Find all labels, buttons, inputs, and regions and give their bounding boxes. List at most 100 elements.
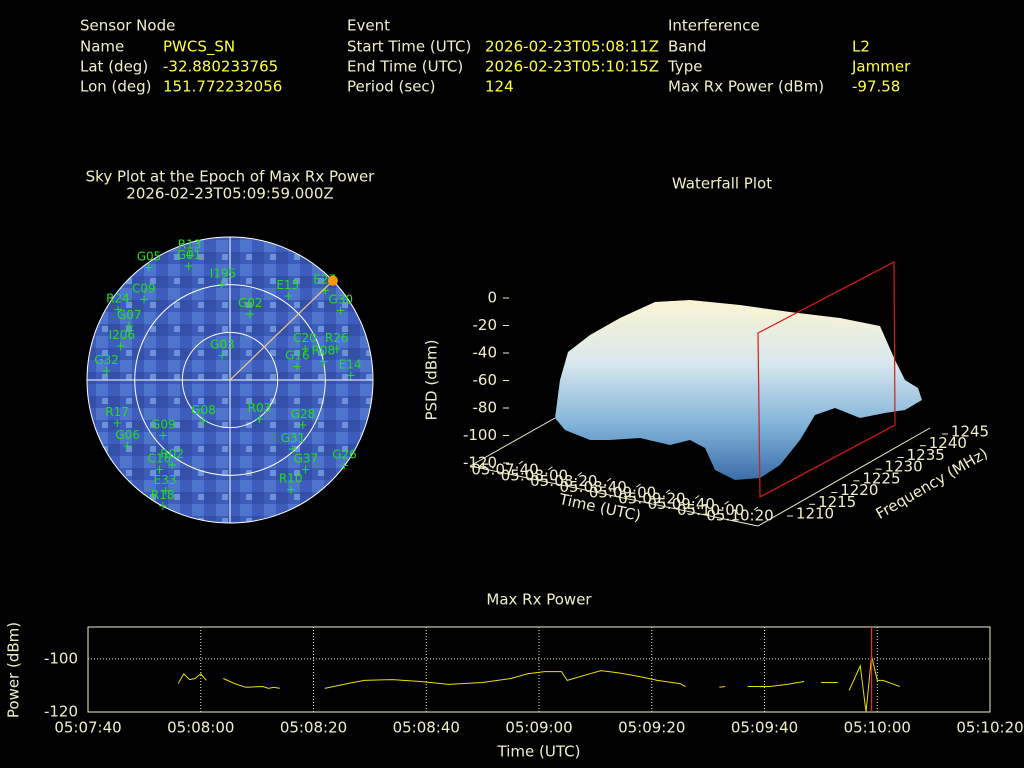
satellite-marker: + (283, 289, 293, 303)
satellite-marker: + (319, 354, 329, 368)
x-tick-label: 05:08:20 (280, 719, 347, 737)
satellite-label: G16 (285, 348, 310, 362)
field-value: L2 (852, 38, 870, 56)
field-value: 151.772232056 (163, 78, 282, 96)
x-tick (606, 477, 612, 482)
x-tick-label: 05:10:00 (844, 719, 911, 737)
field-label: Band (668, 38, 707, 56)
axis-edge (469, 417, 556, 467)
satellite-marker: + (185, 249, 195, 263)
satellite-label: R24 (106, 292, 130, 306)
y-tick-label: 1220 (840, 481, 878, 499)
satellite-marker: + (144, 261, 154, 275)
section-title: Sensor Node (80, 17, 175, 35)
x-tick-label: 05:10:20 (706, 507, 773, 525)
x-tick (518, 460, 524, 465)
x-tick (694, 495, 700, 499)
waterfall-surface (555, 300, 922, 480)
satellite-marker: + (158, 499, 168, 513)
satellite-label: G01 (177, 248, 202, 262)
field-label: Name (80, 38, 124, 56)
field-label: Lat (deg) (80, 58, 148, 76)
field-label: End Time (UTC) (347, 58, 463, 76)
satellite-marker: + (320, 284, 330, 298)
satellite-label: G28 (291, 407, 316, 421)
field-label: Max Rx Power (dBm) (668, 78, 824, 96)
satellite-marker: + (301, 463, 311, 477)
satellite-label: R13 (178, 238, 202, 252)
x-tick-label: 05:09:40 (731, 719, 798, 737)
satellite-label: G08 (191, 403, 216, 417)
satellite-marker: + (346, 368, 356, 382)
satellite-marker: + (139, 292, 149, 306)
surface-ridge (579, 305, 881, 346)
z-tick-label: -120 (463, 454, 497, 472)
satellite-marker: + (335, 303, 345, 317)
x-tick-label: 05:10:00 (677, 501, 744, 519)
satellite-label: G07 (117, 308, 142, 322)
satellite-label: G26 (332, 448, 357, 462)
satellite-label: G05 (137, 250, 162, 264)
satellite-label: G03 (210, 337, 235, 351)
field-value: 124 (485, 78, 514, 96)
satellite-label: R03 (248, 401, 272, 415)
z-tick-label: -60 (473, 371, 498, 389)
x-tick-label: 05:09:20 (618, 719, 685, 737)
satellite-label: R08 (312, 343, 336, 357)
jammer-bearing (229, 280, 334, 381)
x-tick-label: 05:08:00 (501, 466, 568, 484)
section-title: Interference (668, 17, 760, 35)
epoch-plane (757, 261, 896, 498)
chart-title: Sky Plot at the Epoch of Max Rx Power (86, 168, 376, 186)
satellite-label: G02 (238, 296, 263, 310)
x-tick (665, 489, 671, 494)
x-tick-label: 05:09:20 (618, 489, 685, 507)
satellite-marker: + (155, 463, 165, 477)
y-axis-label: Power (dBm) (5, 622, 23, 718)
satellite-marker: + (184, 259, 194, 273)
satellite-marker: + (217, 278, 227, 292)
satellite-marker: + (292, 359, 302, 373)
satellite-label: G06 (115, 428, 140, 442)
satellite-label: E14 (339, 357, 362, 371)
z-tick-label: -20 (473, 316, 498, 334)
satellite-marker: + (286, 482, 296, 496)
satellite-marker: + (217, 348, 227, 362)
field-label: Lon (deg) (80, 78, 152, 96)
satellite-label: G09 (151, 418, 176, 432)
z-tick-label: -100 (463, 426, 497, 444)
y-tick-label: 1210 (796, 505, 834, 523)
x-axis-label: Time (UTC) (497, 743, 581, 761)
x-tick-label: 05:07:40 (54, 719, 121, 737)
z-axis-label: PSD (dBm) (423, 339, 441, 420)
chart-subtitle: 2026-02-23T05:09:59.000Z (126, 185, 333, 203)
waterfall-axes: 05:07:4005:08:0005:08:2005:08:4005:09:00… (463, 289, 989, 525)
x-tick (753, 506, 759, 511)
field-value: -97.58 (852, 78, 900, 96)
satellite-marker: + (161, 484, 171, 498)
y-tick-label: 1225 (862, 469, 900, 487)
surface (555, 300, 922, 480)
y-tick-label: 1215 (818, 493, 856, 511)
satellite-label: R02 (160, 447, 184, 461)
jammer-marker (327, 275, 338, 286)
satellite-label: G37 (294, 452, 319, 466)
y-tick-label: 1230 (884, 458, 922, 476)
chart-title: Max Rx Power (486, 591, 592, 609)
satellite-marker: + (122, 439, 132, 453)
x-tick (577, 472, 583, 476)
satellite-label: C09 (132, 281, 156, 295)
satellite-label: R10 (279, 471, 303, 485)
line-chart: 05:07:40 05:08:00 05:08:20 05:08:40 05:09:00… (44, 627, 1024, 737)
z-tick-label: 0 (487, 289, 497, 307)
frequency-axis-line (757, 427, 931, 527)
y-tick-label: -100 (44, 649, 78, 667)
header: Sensor Node Name PWCS_SN Lat (deg) -32.8… (80, 17, 911, 96)
field-value: PWCS_SN (163, 38, 235, 57)
satellite-label: R17 (105, 405, 129, 419)
field-value: -32.880233765 (163, 58, 278, 76)
satellite-label: C20 (293, 331, 317, 345)
y-tick-label: 1245 (951, 423, 989, 441)
satellite-marker: + (288, 442, 298, 456)
